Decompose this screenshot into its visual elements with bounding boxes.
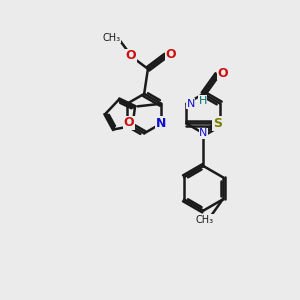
Text: N: N: [187, 99, 195, 109]
Text: N: N: [199, 128, 208, 138]
Text: CH₃: CH₃: [196, 215, 214, 225]
Text: O: O: [124, 116, 134, 129]
Text: O: O: [126, 49, 136, 62]
Text: O: O: [166, 47, 176, 61]
Text: S: S: [213, 117, 222, 130]
Text: H: H: [198, 96, 207, 106]
Text: N: N: [156, 117, 166, 130]
Text: CH₃: CH₃: [102, 33, 120, 43]
Text: O: O: [217, 67, 228, 80]
